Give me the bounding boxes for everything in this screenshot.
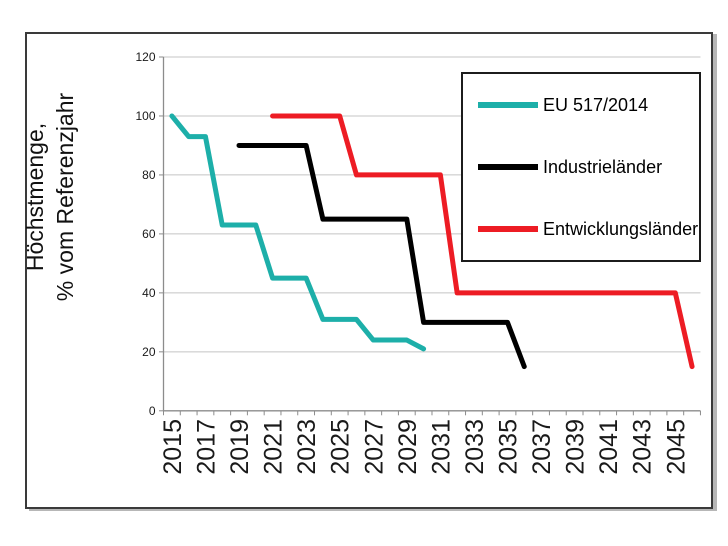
legend-label: Industrieländer <box>543 156 663 177</box>
y-tick-label: 20 <box>142 345 156 359</box>
legend-label: Entwicklungsländer <box>543 218 699 239</box>
y-axis-title-line2: % vom Referenzjahr <box>52 92 78 302</box>
chart-figure-frame: 0 20 40 60 80 100 120 2015 2017 2019 2021 2023 2025 2… <box>22 32 713 509</box>
legend-line-swatch-red <box>478 226 538 232</box>
x-tick-label: 2025 <box>327 419 355 475</box>
legend: EU 517/2014 Industrieländer Entwicklungs… <box>461 72 701 262</box>
y-axis-title-line1: Höchstmenge, <box>22 122 48 272</box>
x-tick-label: 2045 <box>662 419 690 475</box>
x-tick-label: 2027 <box>360 419 388 475</box>
legend-item: Entwicklungsländer <box>463 198 699 260</box>
x-tick-label: 2023 <box>293 419 321 475</box>
x-tick-label: 2039 <box>562 419 590 475</box>
y-tick-label: 0 <box>149 404 156 418</box>
x-tick-label: 2033 <box>461 419 489 475</box>
x-tick-label: 2031 <box>427 419 455 475</box>
y-tick-label: 80 <box>142 168 156 182</box>
x-tick-label: 2037 <box>528 419 556 475</box>
x-tick-label: 2021 <box>260 419 288 475</box>
x-tick-label: 2035 <box>494 419 522 475</box>
x-tick-label: 2019 <box>226 419 254 475</box>
x-tick-label: 2029 <box>394 419 422 475</box>
y-tick-label: 60 <box>142 227 156 241</box>
legend-line-swatch-teal <box>478 102 538 108</box>
y-tick-label: 120 <box>135 50 155 64</box>
y-tick-label: 40 <box>142 286 156 300</box>
x-tick-label: 2043 <box>629 419 657 475</box>
legend-item: EU 517/2014 <box>463 74 699 136</box>
x-tick-label: 2041 <box>595 419 623 475</box>
y-tick-label: 100 <box>135 109 155 123</box>
y-axis-title: Höchstmenge, % vom Referenzjahr <box>20 27 82 367</box>
legend-item: Industrieländer <box>463 136 699 198</box>
legend-label: EU 517/2014 <box>543 94 649 115</box>
x-tick-label: 2015 <box>159 419 187 475</box>
series-line-1 <box>236 142 527 370</box>
legend-line-swatch-black <box>478 164 538 170</box>
series-line-2 <box>270 113 695 370</box>
series-line-0 <box>169 113 427 352</box>
x-tick-label: 2017 <box>192 419 220 475</box>
